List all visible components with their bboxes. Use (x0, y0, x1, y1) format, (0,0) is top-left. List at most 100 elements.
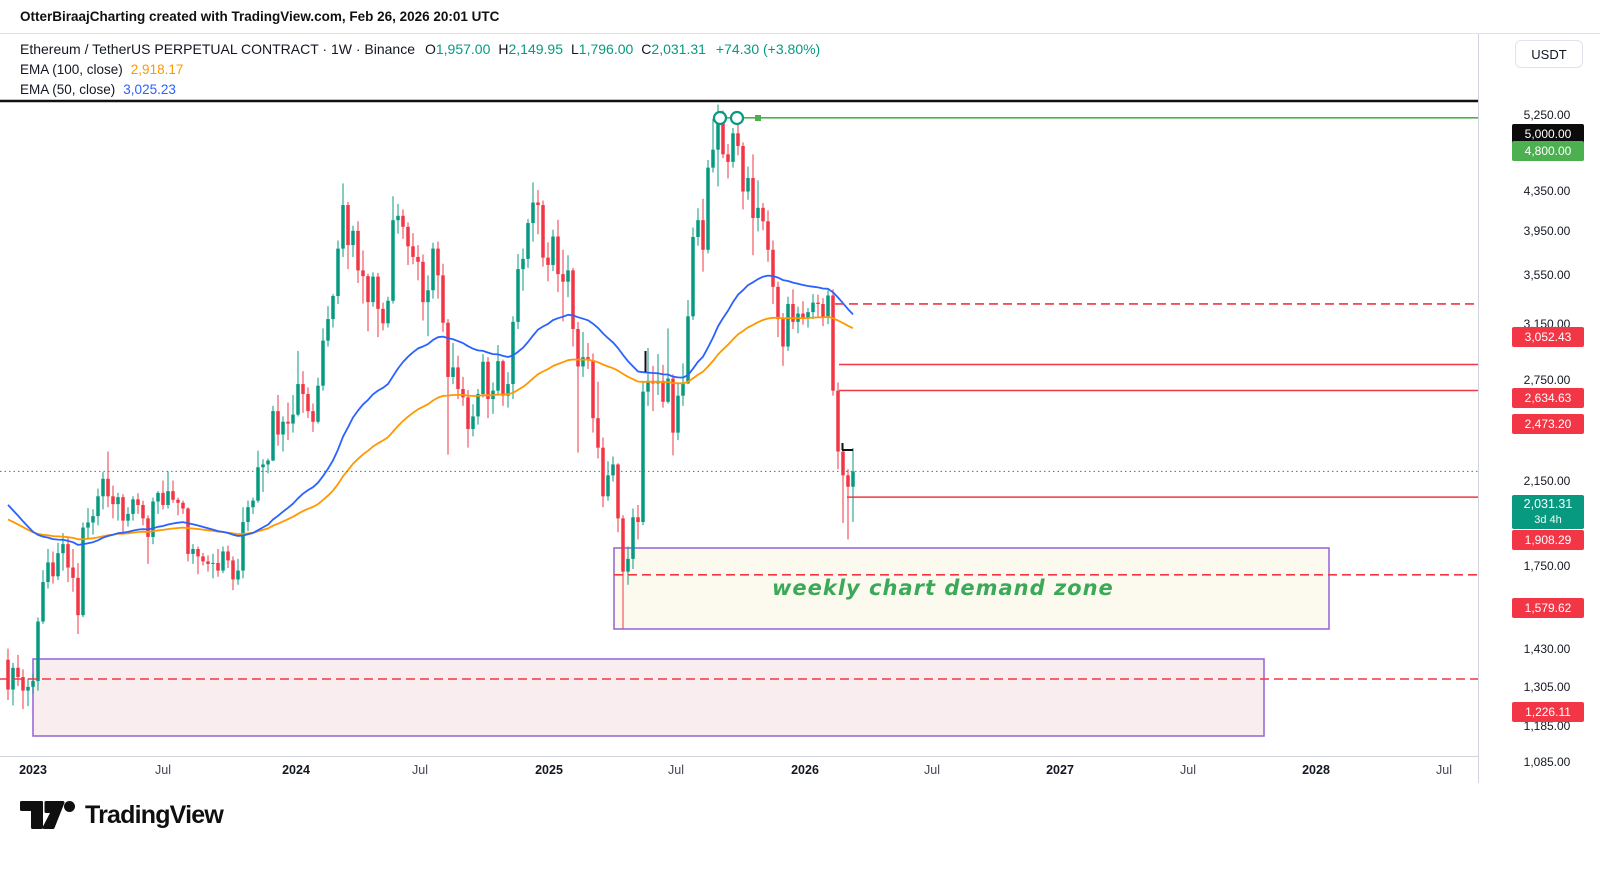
candle-body (181, 502, 185, 509)
candle-body (496, 361, 500, 391)
candle-body (766, 221, 770, 250)
chart-plot-area[interactable]: weekly chart demand zone (0, 34, 1478, 756)
anchor-square-marker[interactable] (755, 115, 761, 121)
candle-body (431, 248, 435, 291)
candle (6, 648, 10, 701)
candle-body (41, 582, 45, 622)
time-tick-year: 2027 (1046, 763, 1074, 777)
ema-50-label: EMA (50, close) (20, 82, 116, 97)
candle (796, 306, 800, 334)
candle (596, 381, 600, 459)
candle (261, 459, 265, 493)
currency-toggle-button[interactable]: USDT (1515, 40, 1583, 68)
current-price-value: 2,031.31 (1523, 497, 1573, 511)
candle (516, 254, 520, 329)
candle-body (736, 133, 740, 146)
candlestick-chart[interactable] (0, 34, 1478, 756)
candle-body (371, 276, 375, 303)
ema-50-legend-row[interactable]: EMA (50, close) 3,025.23 (20, 82, 820, 97)
candle (71, 548, 75, 592)
candle (781, 312, 785, 366)
candle-body (151, 501, 155, 537)
anchor-circle-marker[interactable] (712, 110, 728, 126)
candle (446, 319, 450, 455)
candle-body (331, 295, 335, 320)
candle-body (816, 302, 820, 304)
candle-body (211, 562, 215, 564)
candle (591, 353, 595, 433)
time-axis[interactable]: 2023 Jul 2024 Jul 2025 Jul 2026 Jul 2027 Jul 2028 J… (0, 756, 1478, 784)
change-value: +74.30 (+3.80%) (715, 41, 821, 57)
candle-body (141, 504, 145, 519)
candle-body (831, 295, 835, 391)
candle-body (251, 500, 255, 508)
candle (526, 219, 530, 268)
candle (536, 190, 540, 235)
candle (281, 416, 285, 452)
candle-body (356, 230, 360, 271)
candle-body (351, 230, 355, 246)
candle-body (666, 378, 670, 402)
candle (586, 342, 590, 369)
candle (746, 166, 750, 200)
levels-layer (0, 99, 1478, 680)
ema-100-legend-row[interactable]: EMA (100, close) 2,918.17 (20, 62, 820, 77)
ema-50-value: 3,025.23 (123, 82, 176, 97)
candle (616, 463, 620, 533)
candle (686, 299, 690, 385)
symbol-legend-row[interactable]: Ethereum / TetherUS PERPETUAL CONTRACT ·… (20, 41, 820, 57)
candle (641, 382, 645, 526)
candle-body (581, 357, 585, 367)
candle-body (111, 496, 115, 505)
candle-body (601, 447, 605, 497)
candle-body (416, 256, 420, 262)
candle-body (206, 561, 210, 564)
price-axis[interactable]: USDT 5,250.00 4,350.00 3,950.00 3,550.00 3,1… (1478, 34, 1600, 783)
demand-zone-label: weekly chart demand zone (772, 576, 1114, 600)
time-tick-month: Jul (924, 763, 940, 777)
candle-body (46, 562, 50, 583)
candle-body (36, 621, 40, 682)
candle-body (66, 544, 70, 568)
ema-100-line (7, 315, 854, 541)
price-level-badge: 2,634.63 (1512, 388, 1584, 408)
anchor-circle-marker[interactable] (729, 110, 745, 126)
candle (171, 480, 175, 503)
candle-body (196, 548, 200, 557)
tradingview-logo[interactable]: TradingView (20, 799, 224, 831)
candle-body (706, 167, 710, 250)
candle (26, 678, 30, 707)
candle-body (91, 516, 95, 523)
candle-body (326, 319, 330, 341)
candle (386, 296, 390, 328)
candle (151, 497, 155, 545)
candle (821, 298, 825, 327)
candle-body (276, 411, 280, 435)
candle (66, 537, 70, 583)
candle-body (156, 492, 160, 502)
candle (371, 272, 375, 307)
candle-body (86, 522, 90, 528)
weekly-demand-zone[interactable] (613, 547, 1330, 630)
candle-body (291, 414, 295, 424)
candle-body (386, 300, 390, 324)
candle (236, 558, 240, 585)
candle (196, 546, 200, 575)
candle (301, 371, 305, 413)
candle (656, 354, 660, 396)
lower-demand-zone[interactable] (32, 658, 1265, 737)
tradingview-logo-icon (20, 801, 75, 829)
candle (421, 254, 425, 321)
candle-body (106, 478, 110, 497)
candle (626, 546, 630, 585)
markers-layer (644, 110, 853, 451)
bar-countdown: 3d 4h (1534, 514, 1562, 526)
candle-body (56, 553, 60, 577)
candle-body (761, 207, 765, 222)
candle (376, 272, 380, 338)
candle-body (336, 248, 340, 296)
open-value: 1,957.00 (435, 41, 491, 57)
candle-body (426, 290, 430, 303)
candle (436, 241, 440, 299)
